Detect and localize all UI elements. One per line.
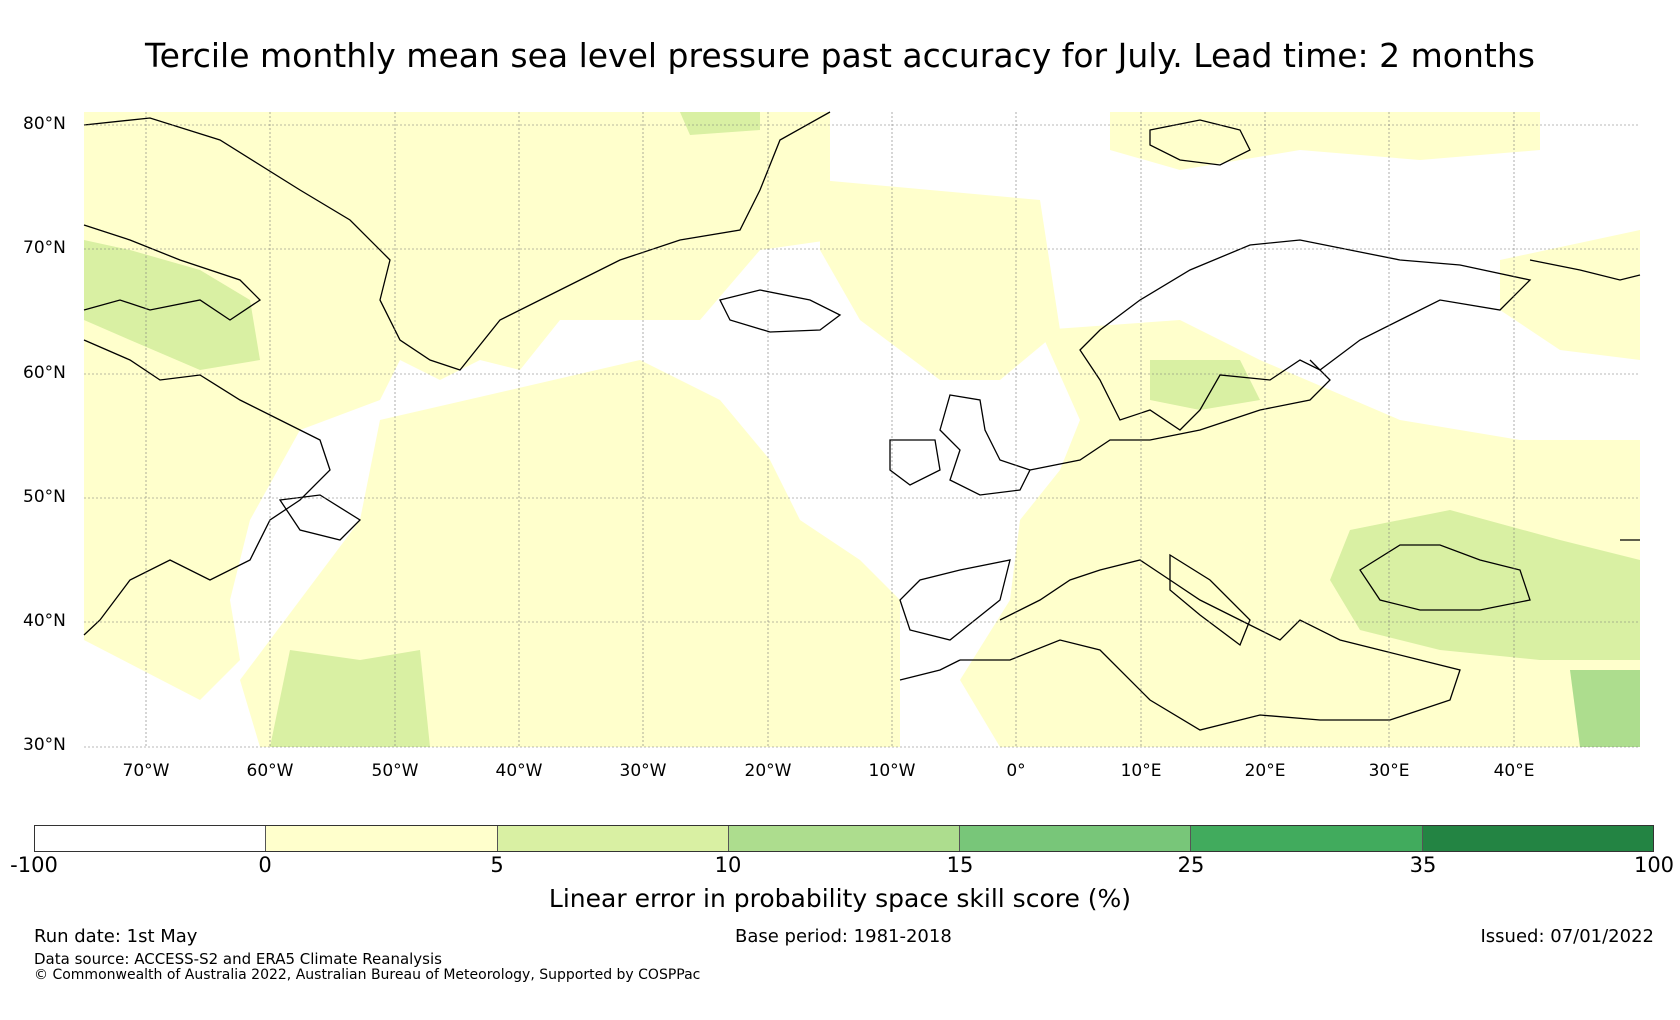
lat-label-60n: 60°N — [23, 363, 66, 383]
skill-field-mid-green-middle-east — [1570, 670, 1640, 747]
skill-field-east — [1500, 230, 1640, 360]
lon-label-40w: 40°W — [495, 761, 543, 781]
lat-label-70n: 70°N — [23, 238, 66, 258]
data-source: Data source: ACCESS-S2 and ERA5 Climate … — [34, 950, 442, 968]
colorbar-segment-15-25 — [960, 826, 1192, 851]
colorbar-tick: 25 — [1177, 853, 1205, 877]
lat-label-40n: 40°N — [23, 611, 66, 631]
lon-label-20w: 20°W — [744, 761, 792, 781]
russia-coast — [1529, 259, 1641, 281]
colorbar-segment-0-5 — [266, 826, 498, 851]
lat-label-50n: 50°N — [23, 487, 66, 507]
skill-field-mid-atlantic — [240, 360, 900, 747]
ireland-coast — [889, 439, 941, 486]
colorbar-segment-5-10 — [497, 826, 729, 851]
italy-coast — [1169, 553, 1251, 647]
lon-label-60w: 60°W — [246, 761, 294, 781]
skill-field-iceland-sea — [820, 180, 1060, 380]
skill-field-green-atlantic — [270, 650, 430, 747]
skill-field-svalbard — [1110, 112, 1540, 170]
colorbar-tick: 10 — [714, 853, 742, 877]
graticule — [84, 112, 1640, 748]
colorbar-tick: 100 — [1633, 853, 1675, 877]
colorbar-tick: -100 — [10, 853, 58, 877]
colorbar-tick: 5 — [490, 853, 504, 877]
issued-date: Issued: 07/01/2022 — [1480, 926, 1654, 947]
uk-coast — [939, 394, 1031, 496]
blacksea-coast — [1359, 544, 1531, 611]
colorbar-tick: 15 — [946, 853, 974, 877]
iceland-coast — [719, 289, 842, 333]
colorbar-segment-neg100-0 — [35, 826, 267, 851]
colorbar-segment-25-35 — [1191, 826, 1423, 851]
lon-label-10w: 10°W — [868, 761, 916, 781]
labrador-coast — [83, 339, 331, 636]
run-date: Run date: 1st May — [34, 926, 198, 947]
colorbar-segment-35-100 — [1422, 826, 1653, 851]
lon-label-10e: 10°E — [1120, 761, 1162, 781]
skill-field-green-scandinavia — [1150, 360, 1260, 410]
lon-label-0: 0° — [1006, 761, 1026, 781]
iberia-coast — [899, 559, 1011, 641]
colorbar-label: Linear error in probability space skill … — [548, 884, 1132, 913]
colorbar-tick: 35 — [1409, 853, 1437, 877]
skill-field-green-greenland — [680, 112, 760, 135]
lon-label-40e: 40°E — [1493, 761, 1535, 781]
colorbar-tick: 0 — [258, 853, 272, 877]
mediterranean-coast — [960, 559, 1461, 731]
europe-coast — [1029, 359, 1331, 471]
greenland-coast — [83, 111, 831, 371]
svalbard-coast — [1149, 119, 1251, 166]
lon-label-50w: 50°W — [371, 761, 419, 781]
lon-label-70w: 70°W — [122, 761, 170, 781]
lon-label-30e: 30°E — [1368, 761, 1410, 781]
newfoundland-coast — [278, 494, 362, 541]
copyright: © Commonwealth of Australia 2022, Austra… — [34, 967, 701, 983]
base-period: Base period: 1981-2018 — [735, 926, 952, 947]
lon-label-20e: 20°E — [1244, 761, 1286, 781]
baffin-coast — [83, 224, 262, 321]
colorbar — [34, 825, 1654, 852]
map-title: Tercile monthly mean sea level pressure … — [145, 36, 1535, 75]
skill-field-green-blacksea — [1330, 510, 1640, 660]
coastlines — [83, 111, 1641, 731]
colorbar-segment-10-15 — [728, 826, 961, 851]
lat-label-30n: 30°N — [23, 735, 66, 755]
lat-label-80n: 80°N — [23, 114, 66, 134]
map-background — [84, 112, 1640, 747]
africa-coast — [899, 659, 961, 681]
lon-label-30w: 30°W — [619, 761, 667, 781]
